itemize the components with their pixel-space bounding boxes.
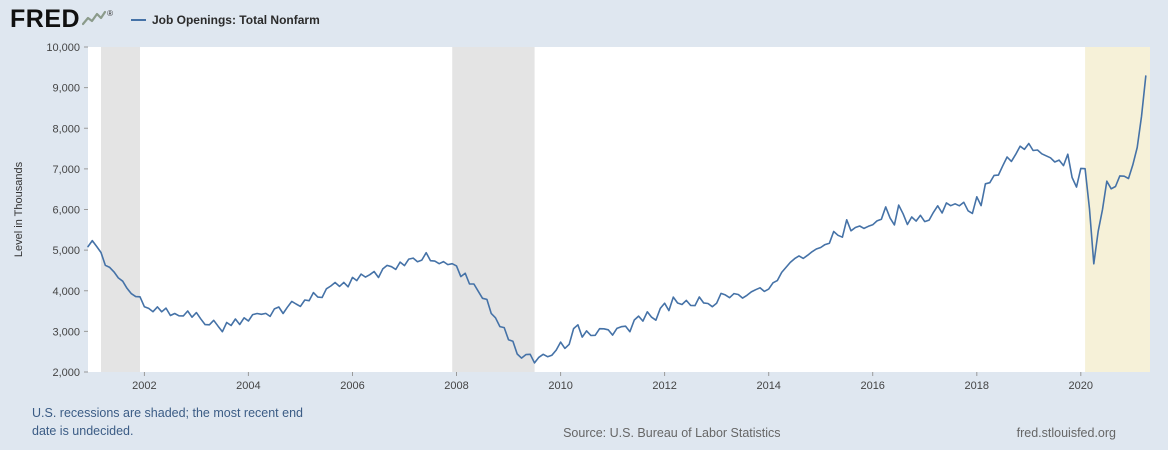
y-tick-label: 10,000 [46,42,80,54]
x-tick-label: 2010 [548,380,572,392]
x-tick-label: 2006 [340,380,364,392]
y-tick-label: 4,000 [52,286,80,298]
chart-footer: U.S. recessions are shaded; the most rec… [0,404,1168,440]
recession-band [1085,47,1150,372]
x-tick-label: 2014 [756,380,780,392]
x-tick-label: 2018 [965,380,989,392]
y-axis-title: Level in Thousands [13,161,25,257]
recession-band [101,47,140,372]
chart-plot[interactable]: 2,000 3,000 4,000 5,000 6,000 7,000 8,000 9,000… [0,40,1168,400]
x-tick-label: 2008 [444,380,468,392]
x-tick-label: 2004 [236,380,260,392]
y-tick-label: 9,000 [52,83,80,95]
recession-note: U.S. recessions are shaded; the most rec… [32,405,303,438]
y-tick-label: 6,000 [52,205,80,217]
y-tick-label: 5,000 [52,245,80,257]
y-tick-label: 7,000 [52,164,80,176]
legend-label: Job Openings: Total Nonfarm [151,13,320,27]
fred-logo[interactable]: FRED ® [10,6,113,32]
series-line-job-openings [87,75,1147,364]
legend: Job Openings: Total Nonfarm [130,13,320,27]
x-tick-label: 2012 [652,380,676,392]
fred-logo-text: FRED [10,5,81,33]
y-tick-label: 3,000 [52,326,80,338]
y-tick-label: 2,000 [52,367,80,379]
chart-header: FRED ® Job Openings: Total Nonfarm [10,6,320,32]
x-tick-label: 2016 [860,380,884,392]
x-tick-label: 2020 [1069,380,1093,392]
source-text: Source: U.S. Bureau of Labor Statistics [563,426,781,440]
legend-line-icon [130,19,146,21]
x-tick-label: 2002 [132,380,156,392]
y-tick-label: 8,000 [52,123,80,135]
recession-band [452,47,535,372]
registered-mark: ® [107,9,113,18]
plot-background [88,47,1150,372]
fred-site-link[interactable]: fred.stlouisfed.org [1016,426,1116,440]
fred-logo-squiggle-icon [82,10,107,26]
